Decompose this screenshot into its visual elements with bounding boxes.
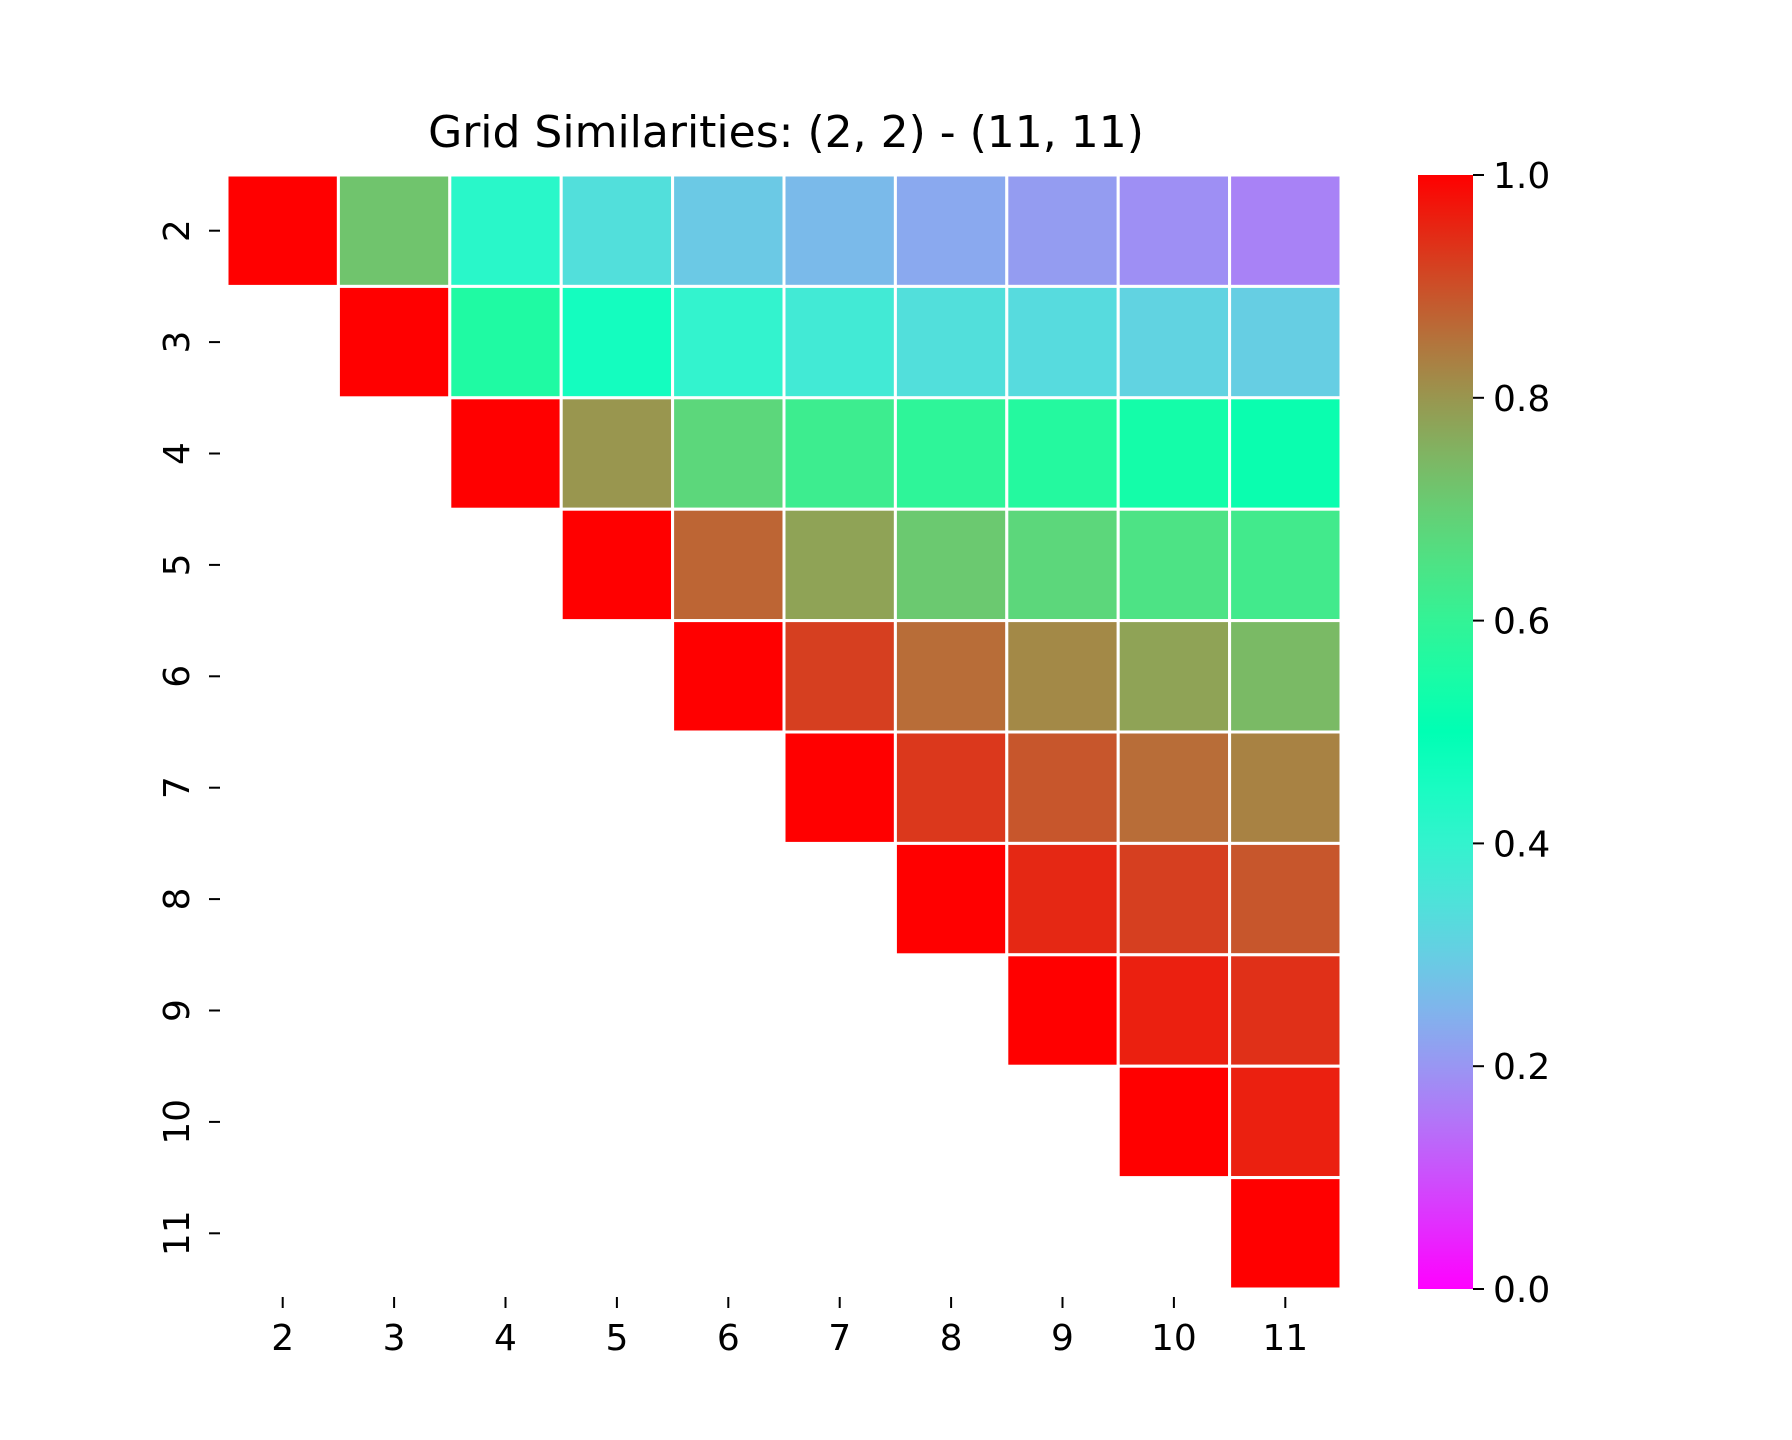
heatmap-cell-5-9 [1005,507,1120,623]
y-axis: 2 3 4 5 6 7 8 9 10 11 [157,219,220,1256]
heatmap-cell-2-2 [225,173,340,288]
heatmap-cell-2-3 [336,173,452,288]
heatmap-cell-4-4 [448,396,563,511]
heatmap-cell-4-5 [559,396,675,511]
heatmap-cell-5-6 [671,507,786,623]
heatmap-cell-6-10 [1116,619,1232,734]
heatmap-cell-8-10 [1116,841,1232,957]
heatmap-cell-5-10 [1116,507,1232,623]
y-tick-label: 2 [157,219,198,242]
x-tick-label: 9 [1051,1318,1074,1359]
heatmap-cell-2-8 [893,173,1009,288]
y-tick-label: 9 [157,999,198,1022]
y-tick-label: 6 [157,665,198,688]
heatmap-cell-6-9 [1005,619,1120,734]
y-tick-label: 5 [157,553,198,576]
colorbar-gradient [1418,175,1473,1289]
heatmap-cell-10-11 [1228,1064,1343,1180]
heatmap-cell-2-10 [1116,173,1232,288]
x-tick-label: 6 [717,1318,740,1359]
colorbar-tick-label: 0.6 [1493,602,1550,643]
x-tick-label: 10 [1151,1318,1197,1359]
heatmap-cell-8-11 [1228,841,1343,957]
heatmap-cell-11-11 [1228,1176,1343,1291]
heatmap-cell-3-3 [336,284,452,400]
heatmap-cell-5-8 [893,507,1009,623]
y-tick-label: 11 [157,1210,198,1256]
heatmap-cell-4-6 [671,396,786,511]
y-tick-label: 7 [157,776,198,799]
heatmap-cell-7-11 [1228,730,1343,845]
heatmap-cell-7-7 [782,730,897,845]
x-tick-label: 8 [940,1318,963,1359]
y-tick-label: 4 [157,442,198,465]
heatmap-cell-2-9 [1005,173,1120,288]
heatmap-cell-2-4 [448,173,563,288]
heatmap-cell-3-8 [893,284,1009,400]
colorbar-tick-label: 0.4 [1493,824,1550,865]
heatmap-cell-3-11 [1228,284,1343,400]
heatmap-cell-10-10 [1116,1064,1232,1180]
colorbar-tick-label: 0.0 [1493,1270,1550,1311]
heatmap-cell-4-11 [1228,396,1343,511]
heatmap-cell-4-7 [782,396,897,511]
colorbar-tick-label: 0.8 [1493,379,1550,420]
heatmap-cell-7-9 [1005,730,1120,845]
heatmap-cell-2-7 [782,173,897,288]
heatmap-cell-3-5 [559,284,675,400]
heatmap-cell-5-7 [782,507,897,623]
x-tick-label: 4 [494,1318,517,1359]
heatmap-cell-6-11 [1228,619,1343,734]
heatmap-cell-5-11 [1228,507,1343,623]
heatmap-cell-3-6 [671,284,786,400]
y-tick-label: 3 [157,331,198,354]
heatmap-cell-4-8 [893,396,1009,511]
heatmap-cell-2-6 [671,173,786,288]
heatmap-cell-8-9 [1005,841,1120,957]
heatmap-cell-9-10 [1116,953,1232,1068]
heatmap-cell-6-7 [782,619,897,734]
heatmap-cell-5-5 [559,507,675,623]
y-tick-label: 8 [157,888,198,911]
x-tick-label: 7 [828,1318,851,1359]
colorbar-tick-label: 1.0 [1493,156,1550,197]
x-tick-label: 2 [271,1318,294,1359]
heatmap-cell-7-10 [1116,730,1232,845]
heatmap-cell-6-8 [893,619,1009,734]
x-tick-label: 5 [605,1318,628,1359]
heatmap-cell-4-10 [1116,396,1232,511]
heatmap-cell-2-11 [1228,173,1343,288]
heatmap-cell-3-9 [1005,284,1120,400]
heatmap-cell-9-9 [1005,953,1120,1068]
colorbar [1418,175,1473,1289]
heatmap-cell-4-9 [1005,396,1120,511]
heatmap-cell-3-7 [782,284,897,400]
heatmap-cell-8-8 [893,841,1009,957]
colorbar-tick-label: 0.2 [1493,1047,1550,1088]
x-axis: 2 3 4 5 6 7 8 9 10 11 [271,1297,1308,1359]
heatmap-cell-2-5 [559,173,675,288]
y-tick-label: 10 [157,1099,198,1145]
heatmap-cell-6-6 [671,619,786,734]
heatmap-cell-9-11 [1228,953,1343,1068]
colorbar-axis: 0.0 0.2 0.4 0.6 0.8 1.0 [1473,156,1550,1311]
x-tick-label: 11 [1262,1318,1308,1359]
heatmap-cell-3-10 [1116,284,1232,400]
x-tick-label: 3 [383,1318,406,1359]
heatmap-cell-3-4 [448,284,563,400]
heatmap-cell-7-8 [893,730,1009,845]
chart-title: Grid Similarities: (2, 2) - (11, 11) [428,107,1144,158]
heatmap-cells [225,173,1343,1291]
